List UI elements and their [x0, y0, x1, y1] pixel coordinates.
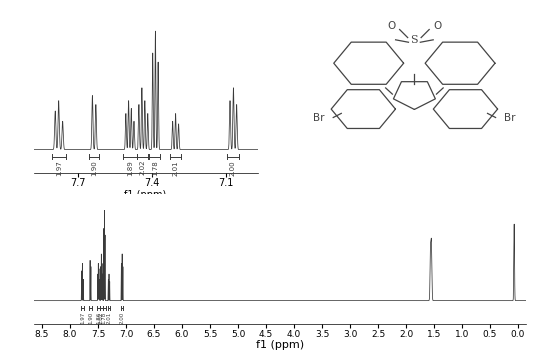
Text: 2.02: 2.02: [139, 160, 146, 175]
Text: 1.97: 1.97: [56, 160, 62, 176]
Text: 2.01: 2.01: [172, 160, 179, 176]
X-axis label: f1 (ppm): f1 (ppm): [256, 340, 304, 350]
Text: 2.00: 2.00: [230, 160, 236, 176]
Text: 1.86: 1.86: [96, 311, 101, 324]
Text: 1.97: 1.97: [80, 311, 85, 324]
Text: O: O: [433, 21, 441, 31]
Text: Br: Br: [504, 113, 516, 122]
Text: 1.78: 1.78: [152, 160, 158, 176]
Text: O: O: [388, 21, 396, 31]
Text: S: S: [410, 35, 418, 45]
Text: Br: Br: [313, 113, 325, 122]
Text: 1.78: 1.78: [102, 311, 107, 324]
Text: 1.89: 1.89: [127, 160, 133, 176]
Text: 2.02: 2.02: [99, 311, 104, 324]
Text: 1.90: 1.90: [91, 160, 97, 176]
Text: 2.01: 2.01: [106, 311, 111, 324]
Text: 1.90: 1.90: [88, 311, 93, 324]
Text: 2.00: 2.00: [120, 311, 124, 324]
X-axis label: f1 (ppm): f1 (ppm): [124, 190, 167, 200]
